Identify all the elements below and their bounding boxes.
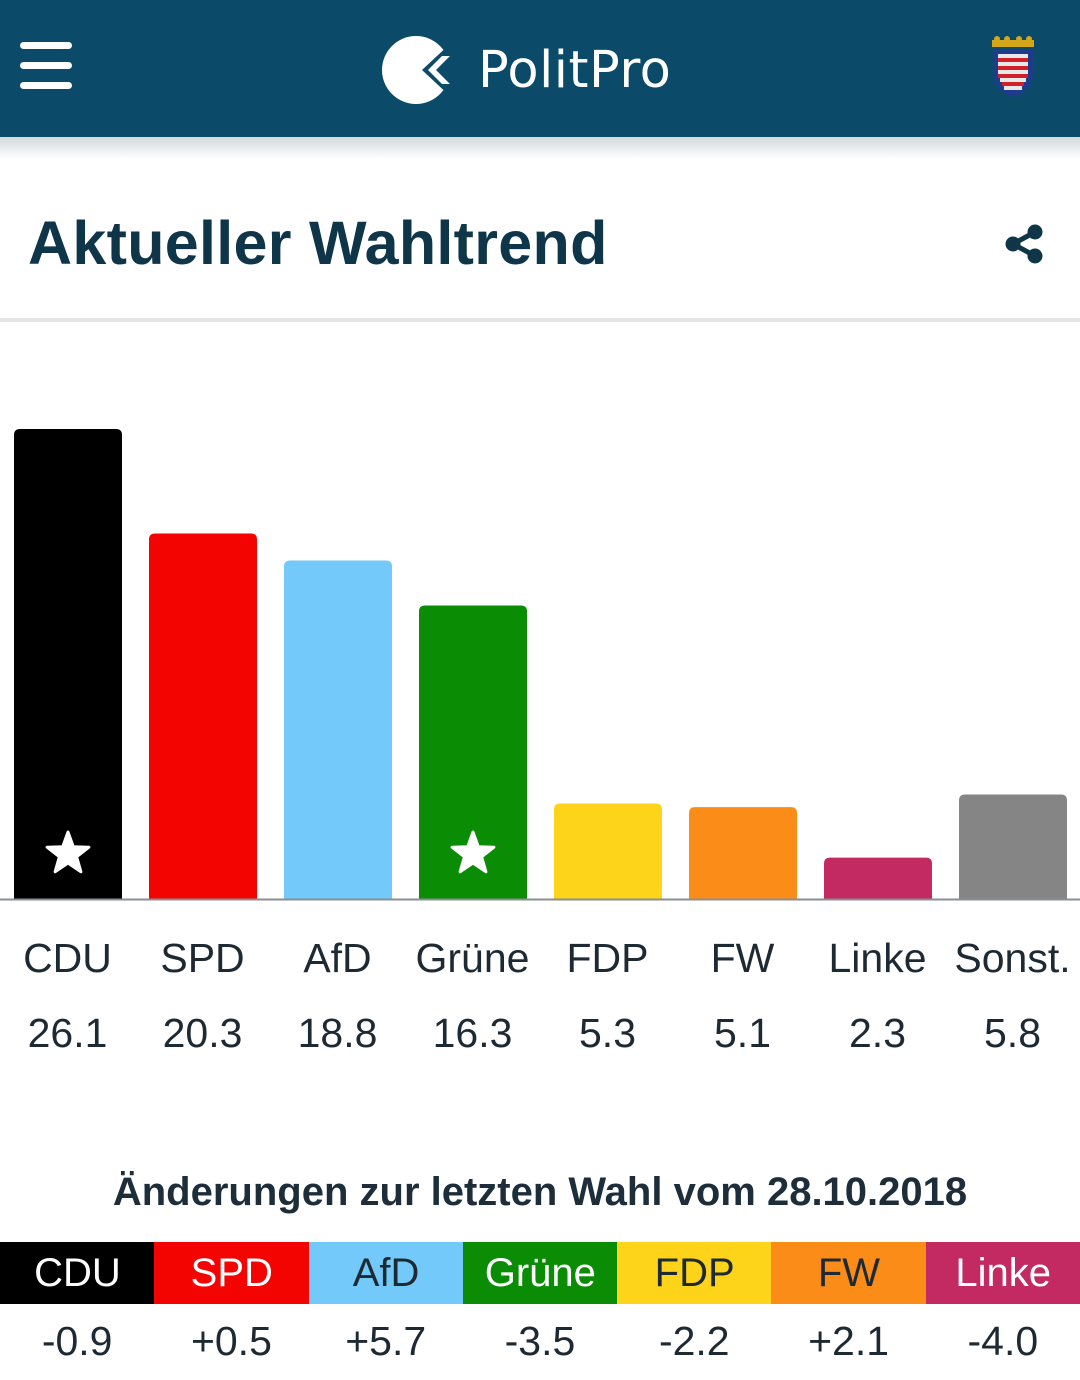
hamburger-menu-icon[interactable] <box>20 42 74 90</box>
changes-party-header: CDU SPD AfD Grüne FDP FW Linke <box>0 1242 1080 1304</box>
app-header: PolitPro <box>0 0 1080 137</box>
party-label: AfD <box>303 935 372 981</box>
party-values-row: 26.1 20.3 18.8 16.3 5.3 5.1 2.3 5.8 <box>0 1010 1080 1070</box>
party-label: SPD <box>160 935 245 981</box>
change-party-label: AfD <box>308 1242 464 1304</box>
changes-values-row: -0.9 +0.5 +5.7 -3.5 -2.2 +2.1 -4.0 <box>0 1318 1080 1378</box>
change-party-label: FDP <box>617 1242 773 1304</box>
change-value: -0.9 <box>41 1318 113 1364</box>
party-value: 5.3 <box>579 1010 636 1056</box>
change-value: +0.5 <box>190 1318 272 1364</box>
bar-spd[interactable] <box>149 533 257 899</box>
change-value: -4.0 <box>967 1318 1039 1364</box>
app-name: PolitPro <box>478 40 672 100</box>
party-label: Grüne <box>415 935 530 981</box>
change-party-label: FW <box>771 1242 927 1304</box>
change-value: -3.5 <box>504 1318 576 1364</box>
party-value: 20.3 <box>162 1010 243 1056</box>
change-party-label: SPD <box>154 1242 310 1304</box>
party-value: 2.3 <box>849 1010 906 1056</box>
party-label: FDP <box>566 935 649 981</box>
bar-fw[interactable] <box>689 807 797 899</box>
bar-sonst[interactable] <box>959 794 1067 899</box>
change-party-label: Grüne <box>462 1242 618 1304</box>
bar-grne[interactable] <box>419 605 527 899</box>
change-value: +5.7 <box>345 1318 427 1364</box>
change-party-label: Linke <box>925 1242 1080 1304</box>
party-value: 5.8 <box>984 1010 1041 1056</box>
party-labels-row: CDU SPD AfD Grüne FDP FW Linke Sonst. <box>0 935 1080 995</box>
party-label: Linke <box>828 935 927 981</box>
change-value: +2.1 <box>808 1318 890 1364</box>
star-icon <box>45 830 91 874</box>
changes-title: Änderungen zur letzten Wahl vom 28.10.20… <box>112 1170 968 1214</box>
bar-cdu[interactable] <box>14 429 122 899</box>
share-icon[interactable] <box>1002 222 1046 266</box>
bar-linke[interactable] <box>824 857 932 899</box>
party-value: 5.1 <box>714 1010 771 1056</box>
change-party-label: CDU <box>0 1242 155 1304</box>
change-value: -2.2 <box>658 1318 730 1364</box>
header-shadow <box>0 137 1080 159</box>
party-value: 16.3 <box>432 1010 513 1056</box>
page-title: Aktueller Wahltrend <box>28 209 608 277</box>
party-label: CDU <box>23 935 112 981</box>
star-icon <box>450 830 496 874</box>
party-label: Sonst. <box>954 935 1071 981</box>
politpro-logo-icon <box>382 36 452 104</box>
app-logo[interactable]: PolitPro <box>380 34 671 106</box>
bar-fdp[interactable] <box>554 803 662 899</box>
bar-chart <box>0 429 1080 901</box>
party-value: 26.1 <box>27 1010 108 1056</box>
poll-chart <box>0 330 1080 1090</box>
section-divider <box>0 318 1080 322</box>
hesse-coat-of-arms-icon[interactable] <box>988 36 1038 98</box>
bar-afd[interactable] <box>284 560 392 899</box>
party-label: FW <box>710 935 775 981</box>
party-value: 18.8 <box>297 1010 378 1056</box>
